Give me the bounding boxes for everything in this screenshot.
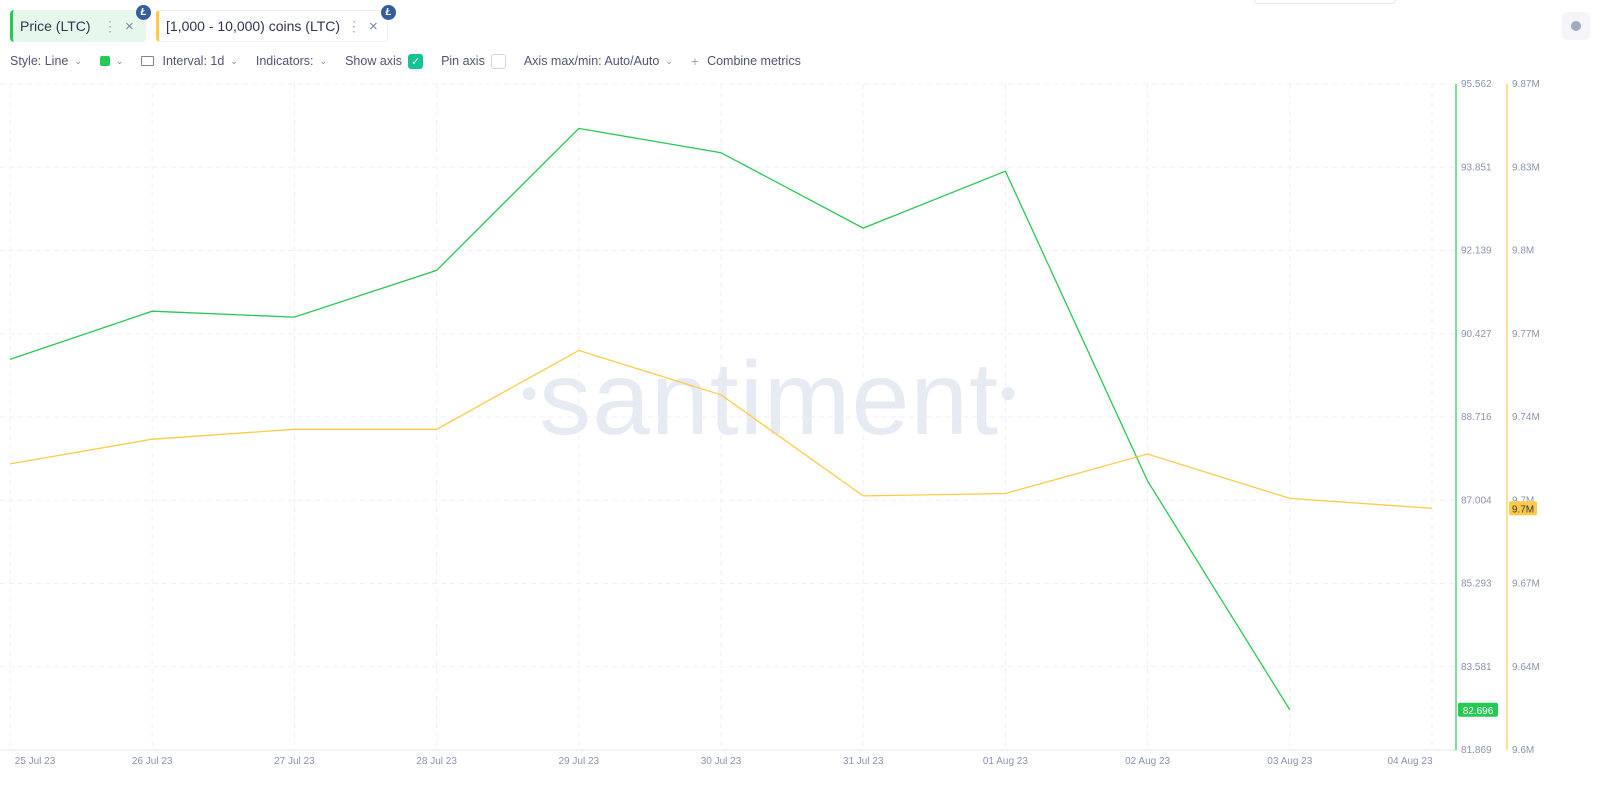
x-tick-label: 27 Jul 23	[274, 756, 315, 767]
price-tick-label: 85.293	[1461, 579, 1492, 590]
coins-tick-label: 9.77M	[1512, 329, 1540, 340]
x-tick-label: 03 Aug 23	[1267, 756, 1312, 767]
axis-maxmin-label: Axis max/min: Auto/Auto	[523, 54, 660, 68]
price-tick-label: 83.581	[1461, 662, 1492, 673]
chevron-down-icon: ⌄	[115, 55, 124, 66]
x-tick-label: 04 Aug 23	[1387, 756, 1432, 767]
plus-icon: +	[690, 53, 700, 69]
x-tick-label: 28 Jul 23	[416, 756, 457, 767]
chevron-down-icon: ⌄	[74, 55, 82, 66]
x-tick-label: 01 Aug 23	[983, 756, 1028, 767]
x-tick-label: 25 Jul 23	[15, 756, 56, 767]
coins-tick-label: 9.67M	[1512, 579, 1540, 590]
indicators-label: Indicators:	[255, 54, 314, 68]
close-icon[interactable]: ×	[369, 17, 378, 35]
chevron-down-icon: ⌄	[665, 55, 673, 66]
settings-circle-button[interactable]	[1562, 12, 1590, 40]
pin-axis-checkbox[interactable]	[490, 53, 506, 69]
coins-last-value-label: 9.7M	[1512, 504, 1534, 515]
x-tick-label: 29 Jul 23	[559, 756, 600, 767]
indicators-dropdown[interactable]: Indicators: ⌄	[256, 54, 327, 68]
interval-dropdown[interactable]: Interval: 1d ⌄	[141, 54, 238, 68]
chevron-down-icon: ⌄	[230, 55, 238, 66]
price-tick-label: 95.562	[1461, 79, 1492, 90]
metric-label-price: Price (LTC)	[20, 18, 91, 34]
price-tick-label: 81.869	[1461, 745, 1492, 756]
pin-axis-toggle[interactable]: Pin axis	[441, 53, 506, 69]
show-axis-checkbox[interactable]: ✓	[408, 53, 424, 69]
coins-tick-label: 9.83M	[1512, 162, 1540, 173]
metric-chip-coins[interactable]: [1,000 - 10,000) coins (LTC) ⋮ ×	[156, 10, 388, 42]
combine-metrics-button[interactable]: + Combine metrics	[691, 53, 801, 69]
coins-last-value-badge	[1509, 501, 1537, 516]
circle-icon	[1571, 21, 1581, 31]
price-tick-label: 88.716	[1461, 412, 1492, 423]
price-tick-label: 92.139	[1461, 246, 1492, 257]
metric-label-coins: [1,000 - 10,000) coins (LTC)	[166, 18, 341, 34]
chevron-down-icon: ⌄	[319, 55, 328, 66]
metric-chip-price[interactable]: Price (LTC) ⋮ ×	[10, 10, 146, 42]
axis-maxmin-dropdown[interactable]: Axis max/min: Auto/Auto ⌄	[524, 54, 673, 68]
ruler-icon	[141, 56, 155, 66]
price-series-line	[9, 127, 1291, 711]
litecoin-icon: Ł	[136, 5, 151, 20]
x-tick-label: 30 Jul 23	[701, 756, 742, 767]
x-tick-label: 26 Jul 23	[132, 756, 173, 767]
price-last-value-badge	[1458, 702, 1498, 717]
show-axis-toggle[interactable]: Show axis ✓	[345, 53, 424, 69]
coins-tick-label: 9.8M	[1512, 246, 1534, 257]
coins-tick-label: 9.87M	[1512, 79, 1540, 90]
santiment-watermark: ●santiment●	[520, 341, 1019, 457]
coins-series-line	[9, 349, 1433, 509]
coins-tick-label: 9.74M	[1512, 412, 1540, 423]
dots-vertical-icon[interactable]: ⋮	[347, 17, 361, 34]
price-tick-label: 93.851	[1461, 162, 1492, 173]
combine-metrics-label: Combine metrics	[707, 54, 801, 68]
coins-tick-label: 9.6M	[1512, 745, 1534, 756]
style-label: Style: Line	[10, 54, 69, 68]
x-tick-label: 02 Aug 23	[1125, 756, 1170, 767]
close-icon[interactable]: ×	[125, 17, 134, 35]
price-tick-label: 90.427	[1461, 329, 1492, 340]
price-tick-label: 87.004	[1461, 495, 1492, 506]
color-swatch	[99, 56, 110, 66]
chart-toolbar: Style: Line ⌄ ⌄ Interval: 1d ⌄ Indicator…	[10, 52, 819, 70]
style-dropdown[interactable]: Style: Line ⌄	[10, 54, 82, 68]
dots-vertical-icon[interactable]: ⋮	[103, 17, 117, 34]
litecoin-icon: Ł	[381, 5, 396, 20]
pin-axis-label: Pin axis	[441, 54, 485, 68]
color-dropdown[interactable]: ⌄	[99, 55, 124, 67]
price-last-value-label: 82.696	[1463, 706, 1494, 717]
coins-tick-label: 9.64M	[1512, 662, 1540, 673]
show-axis-label: Show axis	[345, 54, 403, 68]
x-tick-label: 31 Jul 23	[843, 756, 884, 767]
interval-label: Interval: 1d	[162, 54, 225, 68]
coins-tick-label: 9.7M	[1512, 495, 1534, 506]
